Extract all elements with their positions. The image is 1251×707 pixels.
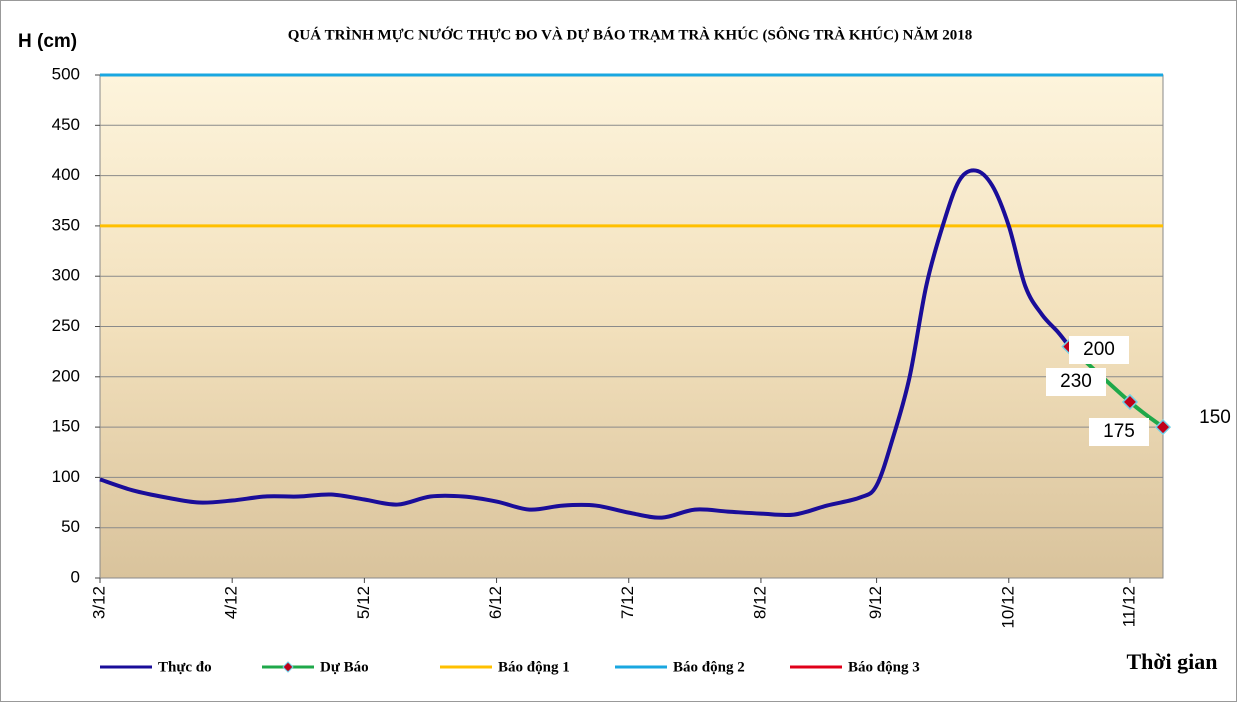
annotation-box [1046,368,1106,396]
y-axis-label: H (cm) [18,31,77,52]
series-line [99,168,1071,520]
legend-label: Báo động 3 [848,659,920,675]
y-tick-label: 250 [52,316,80,335]
x-tick-label: 4/12 [222,586,241,619]
x-tick-label: 5/12 [354,586,373,619]
annotation: 230 [1060,371,1092,392]
legend-label: Báo động 1 [498,659,570,675]
y-tick-label: 300 [52,266,80,285]
y-tick-label: 500 [52,64,80,83]
x-tick-label: 6/12 [486,586,505,619]
marker [1154,419,1172,436]
y-tick-label: 350 [52,215,80,234]
y-tick-label: 0 [71,567,80,586]
annotation: 175 [1103,421,1135,442]
annotation-box [1089,418,1149,446]
x-tick-label: 3/12 [89,586,108,619]
annotation-box [1069,336,1129,364]
x-tick-label: 10/12 [998,586,1017,629]
y-tick-label: 400 [52,165,80,184]
y-tick-label: 200 [52,366,80,385]
x-tick-label: 11/12 [1119,586,1138,627]
marker [1121,393,1139,411]
x-tick-label: 9/12 [866,586,885,619]
y-tick-label: 450 [52,115,80,134]
x-tick-label: 7/12 [618,586,637,619]
annotation: 150 [1199,407,1231,428]
x-axis-label: Thời gian [1126,649,1217,674]
chart-title: QUÁ TRÌNH MỰC NƯỚC THỰC ĐO VÀ DỰ BÁO TRẠ… [288,26,972,43]
y-tick-label: 50 [61,517,80,536]
legend-marker [282,661,294,673]
legend-label: Thực đo [158,659,212,675]
x-tick-label: 8/12 [750,586,769,619]
y-tick-label: 100 [52,467,80,486]
legend-label: Báo động 2 [673,659,745,675]
y-tick-label: 150 [52,417,80,436]
annotation: 200 [1083,339,1115,360]
legend-label: Dự Báo [320,659,369,675]
